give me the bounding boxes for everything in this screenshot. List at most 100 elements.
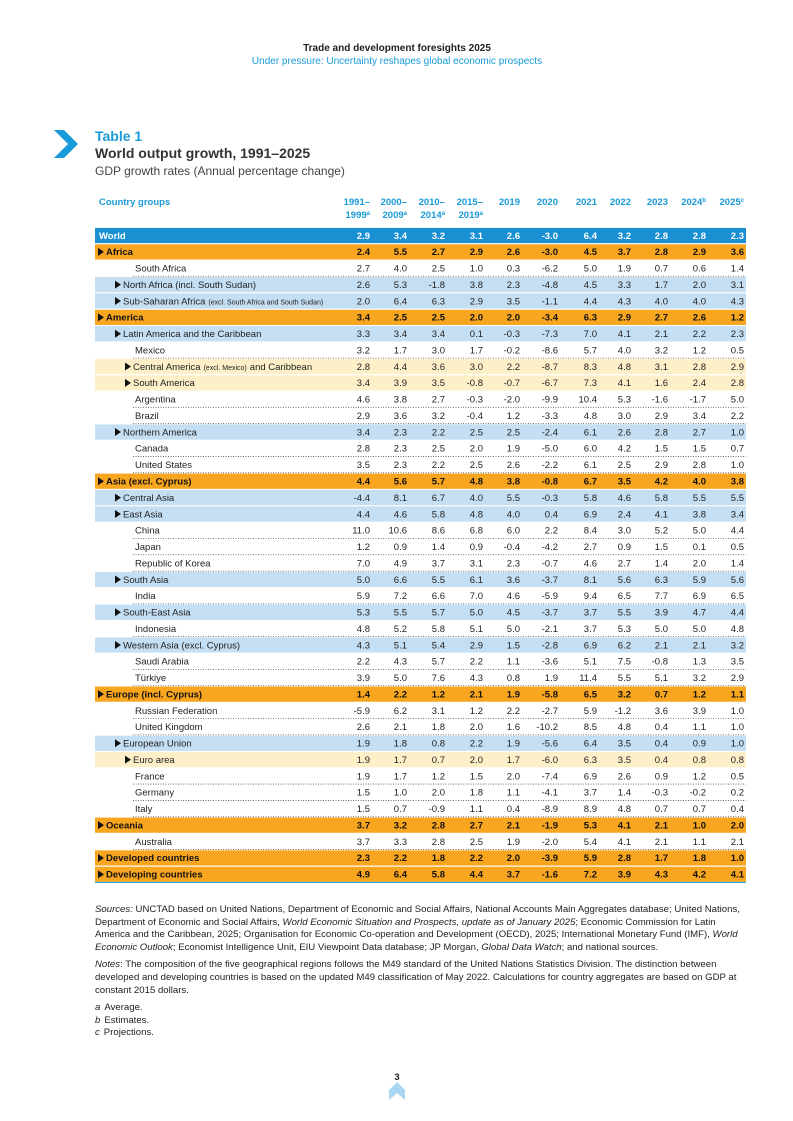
header-line: 2022 — [610, 197, 631, 208]
cell-value: 5.1 — [394, 640, 407, 651]
cell-value: 5.1 — [584, 657, 597, 668]
cell-value: 2.2 — [357, 657, 370, 668]
cell-value: 0.9 — [394, 542, 407, 553]
cell-value: 5.1 — [470, 624, 483, 635]
cell-value: -1.6 — [542, 870, 558, 881]
cell-value: -4.2 — [542, 542, 558, 553]
footnote-text: Projections. — [103, 1027, 154, 1039]
row-background — [95, 817, 746, 833]
row-label: South Africa — [135, 264, 187, 275]
row-background — [95, 277, 746, 293]
cell-value: 1.8 — [432, 853, 445, 864]
cell-value: 6.1 — [470, 575, 483, 586]
row-label: America — [106, 313, 144, 324]
cell-value: 0.6 — [693, 264, 706, 275]
cell-value: 3.6 — [394, 411, 407, 422]
cell-value: 3.7 — [432, 558, 445, 569]
cell-value: 2.3 — [394, 460, 407, 471]
expand-marker — [115, 297, 121, 306]
row-background — [95, 752, 746, 768]
cell-value: 2.1 — [507, 820, 521, 831]
text-run: Notes — [95, 959, 121, 971]
row-label: Japan — [135, 542, 161, 553]
column-header: 2014a — [421, 210, 446, 221]
column-header: 1999a — [346, 210, 371, 221]
expand-marker — [98, 853, 104, 862]
cell-value: 3.4 — [357, 378, 370, 389]
cell-value: 6.9 — [584, 509, 597, 520]
cell-value: 6.3 — [432, 296, 445, 307]
row-label: Saudi Arabia — [135, 657, 190, 668]
cell-value: 4.8 — [618, 722, 631, 733]
cell-value: -7.4 — [542, 771, 558, 782]
table-label: Table 1 — [95, 128, 142, 144]
cell-value: 2.2 — [507, 706, 520, 717]
cell-value: 0.7 — [432, 755, 445, 766]
cell-value: 4.8 — [470, 509, 483, 520]
row-label: European Union — [123, 739, 192, 750]
cell-value: -3.7 — [542, 608, 558, 619]
cell-value: 1.5 — [357, 804, 370, 815]
cell-value: 2.8 — [618, 853, 631, 864]
cell-value: 1.9 — [507, 689, 520, 700]
expand-marker — [125, 755, 131, 764]
cell-value: 2.1 — [731, 837, 744, 848]
cell-value: 4.2 — [693, 870, 706, 881]
cell-value: 4.0 — [394, 264, 407, 275]
row-background — [95, 293, 746, 309]
cell-value: 2.8 — [693, 231, 706, 242]
expand-marker — [98, 870, 104, 879]
cell-value: 5.5 — [618, 673, 631, 684]
cell-value: 1.1 — [507, 788, 520, 799]
footnote-key: c — [95, 1027, 100, 1039]
footnote-text: Estimates. — [104, 1014, 150, 1026]
text-run: ; Economic Commission for Latin America … — [95, 916, 716, 941]
cell-value: 5.3 — [584, 820, 597, 831]
cell-value: 6.3 — [584, 313, 597, 324]
cell-value: 4.9 — [394, 558, 407, 569]
cell-value: -2.2 — [542, 460, 558, 471]
row-label: South Asia — [123, 575, 169, 586]
cell-value: 5.3 — [357, 608, 370, 619]
column-header: 2023 — [647, 197, 668, 208]
row-label: World — [99, 231, 126, 242]
cell-value: 2.9 — [731, 673, 744, 684]
cell-value: 2.7 — [432, 395, 445, 406]
cell-value: 1.9 — [357, 755, 370, 766]
cell-value: 2.9 — [655, 460, 668, 471]
row-label: Asia (excl. Cyprus) — [106, 477, 192, 488]
cell-value: 6.4 — [584, 231, 598, 242]
text-run: Sources: — [95, 904, 133, 915]
cell-value: 2.0 — [693, 558, 706, 569]
cell-value: 5.0 — [655, 624, 668, 635]
row-label: Brazil — [135, 411, 159, 422]
cell-value: 2.7 — [693, 427, 706, 438]
cell-value: 1.0 — [394, 788, 407, 799]
cell-value: 2.0 — [470, 722, 483, 733]
cell-value: 1.3 — [693, 657, 706, 668]
cell-value: 7.2 — [394, 591, 407, 602]
cell-value: 10.4 — [579, 395, 598, 406]
cell-value: 3.9 — [618, 870, 631, 881]
cell-value: 10.6 — [389, 526, 408, 537]
row-label: Mexico — [135, 345, 165, 356]
cell-value: 4.9 — [357, 870, 370, 881]
cell-value: -3.4 — [542, 313, 559, 324]
row-background — [95, 424, 746, 440]
row-label-part: (excl. South Africa and South Sudan) — [208, 299, 323, 306]
expand-marker — [125, 362, 131, 371]
cell-value: 1.9 — [618, 264, 631, 275]
cell-value: 6.4 — [394, 870, 408, 881]
row-background — [95, 604, 746, 620]
cell-value: 0.2 — [731, 788, 744, 799]
row-label: Developing countries — [106, 870, 203, 881]
cell-value: -5.9 — [354, 706, 370, 717]
cell-value: 5.8 — [432, 870, 445, 881]
cell-value: 4.6 — [357, 395, 370, 406]
text-run: UNCTAD based on United Nations, Departme… — [95, 904, 740, 928]
cell-value: -8.9 — [542, 804, 558, 815]
cell-value: 5.9 — [584, 853, 597, 864]
cell-value: 3.7 — [584, 788, 597, 799]
cell-value: -2.0 — [504, 395, 520, 406]
cell-value: 4.3 — [731, 296, 744, 307]
